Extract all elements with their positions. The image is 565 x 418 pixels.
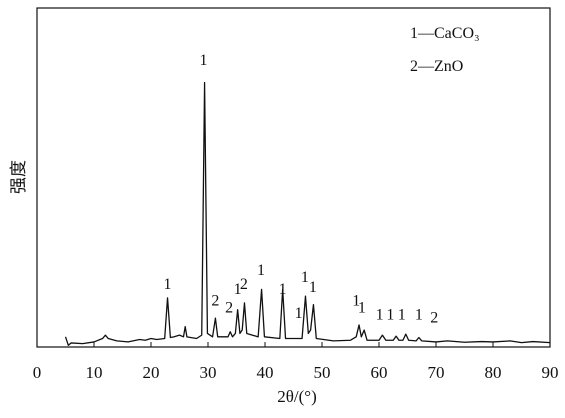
peak-label: 1 [309, 279, 317, 296]
peak-label: 1 [295, 305, 303, 322]
peak-label: 1 [279, 281, 287, 298]
plot-frame [36, 7, 551, 348]
x-tick-label: 60 [371, 363, 388, 382]
x-tick-label: 80 [485, 363, 502, 382]
x-tick-label: 20 [143, 363, 160, 382]
x-tick-label: 70 [428, 363, 445, 382]
peak-label: 1 [352, 293, 360, 310]
peak-label: 1 [358, 299, 366, 316]
peak-label: 1 [164, 276, 172, 293]
x-tick-label: 10 [86, 363, 103, 382]
peak-label: 2 [240, 276, 248, 293]
xrd-line [64, 81, 551, 346]
peak-label: 1 [376, 306, 384, 323]
x-tick-label: 30 [200, 363, 217, 382]
peak-label: 1 [398, 306, 406, 323]
peak-label: 2 [225, 299, 233, 316]
peak-label: 1 [257, 262, 265, 279]
legend-entry: 1—CaCO₃ [410, 25, 480, 42]
x-tick-label: 90 [542, 363, 559, 382]
peak-label: 1 [386, 306, 394, 323]
peak-label: 1 [199, 52, 207, 69]
legend-entry: 2—ZnO [410, 58, 463, 75]
y-axis-label: 强度 [9, 160, 28, 194]
x-axis-label: 2θ/(°) [277, 387, 317, 406]
peak-label: 1 [415, 306, 423, 323]
x-tick-label: 0 [33, 363, 42, 382]
peak-label: 1 [234, 281, 242, 298]
peak-label: 1 [301, 269, 309, 286]
x-tick-label: 40 [257, 363, 274, 382]
peak-label: 2 [430, 310, 438, 327]
peak-label: 2 [211, 293, 219, 310]
x-tick-label: 50 [314, 363, 331, 382]
